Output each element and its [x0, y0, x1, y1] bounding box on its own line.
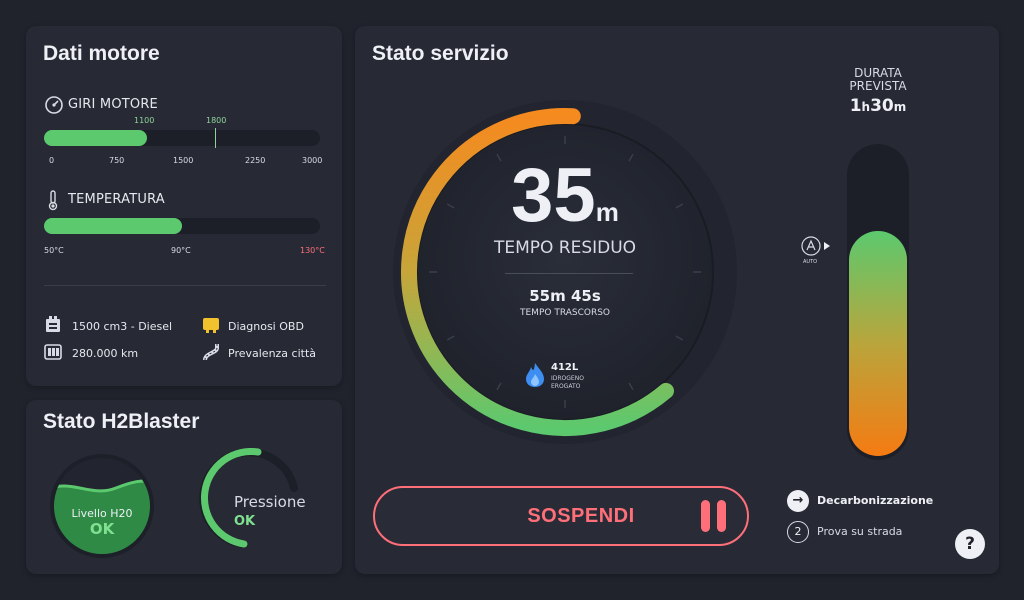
road-icon [203, 344, 219, 361]
duration-value: 1h30m [821, 96, 935, 116]
pause-bar-left [701, 500, 710, 532]
odometer-icon [44, 344, 62, 360]
remaining-unit: m [595, 197, 619, 227]
remaining-label: TEMPO RESIDUO [493, 238, 637, 258]
rpm-label: GIRI MOTORE [68, 97, 158, 112]
dial-tick [496, 382, 502, 391]
pause-bar-right [717, 500, 726, 532]
temperature-tick-max: 130°C [300, 246, 325, 255]
hydrogen-label-1: IDROGENO [551, 375, 584, 382]
step-marker-active: → [787, 490, 809, 512]
dial-tick [446, 203, 455, 209]
remaining-value: 35m [495, 158, 635, 234]
step-marker: 2 [787, 521, 809, 543]
step-label: Prova su strada [817, 525, 903, 538]
engine-title: Dati motore [43, 42, 160, 65]
divider [44, 285, 326, 286]
rpm-tick: 3000 [302, 156, 323, 165]
rpm-limit-marker [215, 128, 216, 148]
suspend-label: SOSPENDI [527, 505, 635, 527]
temperature-tick-mid: 90°C [171, 246, 191, 255]
rpm-value-label: 1100 [134, 116, 155, 125]
duration-minutes-unit: m [893, 100, 907, 114]
pause-icon [701, 500, 727, 532]
auto-mode-icon[interactable] [800, 236, 834, 258]
pressure-gauge [199, 448, 298, 548]
h2blaster-panel: Stato H2Blaster Livello H20 OK Pressione… [26, 400, 342, 574]
dial-tick [675, 335, 684, 341]
elapsed-value: 55m 45s [529, 287, 601, 305]
dial-tick [496, 153, 502, 162]
rpm-tick: 0 [49, 156, 55, 165]
dial-tick [628, 153, 634, 162]
rpm-tick: 1500 [173, 156, 194, 165]
dial-tick [446, 335, 455, 341]
rpm-tick: 750 [109, 156, 125, 165]
service-title: Stato servizio [372, 42, 509, 65]
hydrogen-value: 412L [551, 362, 579, 373]
dial-tick [675, 203, 684, 209]
flame-icon [526, 363, 544, 387]
engine-block-icon [46, 316, 60, 332]
auto-label: AUTO [803, 259, 818, 265]
service-dial [393, 100, 737, 444]
rpm-ticks: 0 750 1500 2250 3000 [44, 156, 324, 168]
engine-spec: 1500 cm3 - Diesel [72, 320, 173, 333]
rpm-tick: 2250 [245, 156, 266, 165]
thermometer-icon [48, 190, 58, 211]
usage-label: Prevalenza città [228, 347, 317, 360]
vertical-progress [847, 144, 909, 460]
help-button[interactable]: ? [955, 529, 985, 559]
pressure-arc [200, 448, 262, 548]
dial-ticks [429, 136, 701, 408]
dial-tick [628, 382, 634, 391]
hydrogen-label-2: EROGATO [551, 383, 581, 390]
progress-arc [401, 108, 674, 436]
temperature-fill [44, 218, 182, 234]
water-level-status: OK [89, 520, 115, 538]
water-level-label: Livello H20 [71, 507, 133, 520]
mileage: 280.000 km [72, 347, 139, 360]
temperature-label: TEMPERATURA [68, 192, 165, 207]
duration-label-1: DURATA [854, 66, 902, 80]
step-prova-su-strada[interactable]: 2 Prova su strada [787, 521, 957, 545]
dial-divider [505, 273, 633, 274]
h2blaster-title: Stato H2Blaster [43, 410, 200, 433]
rpm-limit-label: 1800 [206, 116, 227, 125]
temperature-tick-min: 50°C [44, 246, 64, 255]
obd-label[interactable]: Diagnosi OBD [228, 320, 304, 333]
duration-hours-unit: h [861, 100, 871, 114]
water-level-gauge [50, 454, 154, 558]
pressure-status: OK [234, 514, 256, 529]
step-decarbonizzazione[interactable]: → Decarbonizzazione [787, 490, 957, 514]
duration-hours: 1 [849, 96, 862, 116]
service-panel: Stato servizio 35m TEMPO RESIDUO 55m 45s… [355, 26, 999, 574]
vertical-fill [849, 231, 907, 456]
gauge-icon [45, 96, 63, 114]
remaining-minutes: 35 [511, 153, 596, 238]
obd-icon [203, 318, 219, 333]
suspend-button[interactable]: SOSPENDI [373, 486, 749, 546]
pressure-label: Pressione [234, 493, 306, 511]
rpm-fill [44, 130, 147, 146]
duration-minutes: 30 [870, 96, 894, 116]
duration-label-2: PREVISTA [849, 79, 907, 93]
step-label: Decarbonizzazione [817, 494, 934, 507]
engine-panel: Dati motore GIRI MOTORE 1100 1800 0 750 … [26, 26, 342, 386]
elapsed-label: TEMPO TRASCORSO [520, 308, 610, 318]
